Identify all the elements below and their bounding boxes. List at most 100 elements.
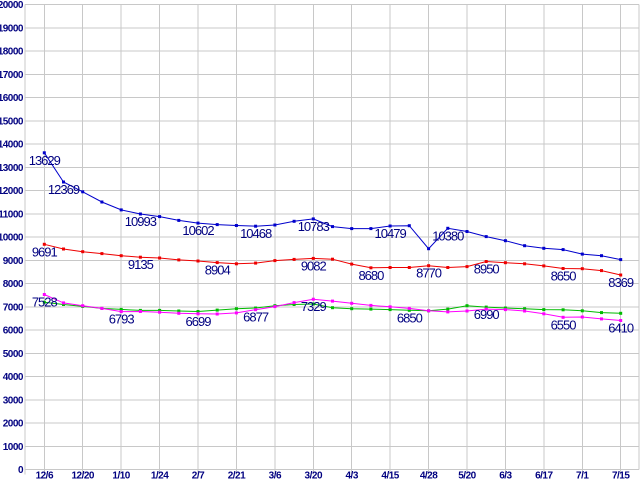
series-magenta-marker <box>427 309 431 313</box>
y-axis-label: 10000 <box>0 233 24 244</box>
series-magenta-marker <box>311 297 315 301</box>
x-axis-label: 4/28 <box>420 471 438 480</box>
series-blue-marker <box>62 180 65 184</box>
series-blue-marker <box>446 226 450 230</box>
series-red-marker <box>81 250 85 254</box>
y-axis-label: 18000 <box>0 47 24 58</box>
series-magenta-marker <box>292 301 296 305</box>
series-red-marker <box>446 266 450 269</box>
series-green-marker <box>254 306 258 310</box>
series-magenta-marker <box>484 307 488 311</box>
series-green-marker <box>196 310 200 313</box>
series-magenta-marker <box>42 293 46 296</box>
y-axis-label: 15000 <box>0 116 24 127</box>
series-magenta-marker <box>273 305 277 309</box>
series-green-marker <box>542 308 546 312</box>
y-axis-label: 2000 <box>3 419 24 430</box>
series-magenta-marker <box>407 306 411 310</box>
point-value-label: 6699 <box>186 314 212 329</box>
series-green-marker <box>119 307 123 311</box>
series-magenta-marker <box>62 301 65 305</box>
x-axis-label: 4/3 <box>346 471 359 480</box>
series-magenta-marker <box>81 304 85 308</box>
series-blue-marker <box>311 217 315 221</box>
series-red-marker <box>138 255 142 259</box>
series-blue-marker <box>215 223 219 227</box>
series-blue-marker <box>119 208 123 212</box>
y-axis-labels: 0 1000 2000 3000 4000 5000 6000 7000 8000 9000 100… <box>0 0 24 476</box>
series-magenta-marker <box>234 311 238 315</box>
series-blue-marker <box>465 230 469 233</box>
series-red-marker <box>619 273 623 277</box>
series-red-marker <box>100 252 104 256</box>
series-green-marker <box>369 307 373 311</box>
series-green-marker <box>62 303 65 306</box>
series-blue-marker <box>369 227 373 231</box>
series-magenta-marker <box>465 309 469 313</box>
y-axis-label: 14000 <box>0 140 24 151</box>
series-green-marker <box>503 306 507 310</box>
series-green-marker <box>580 309 584 313</box>
series-green-marker <box>311 302 315 306</box>
series-magenta-marker <box>446 310 450 314</box>
x-axis-labels: 12/6 12/20 1/10 1/24 2/7 2/21 3/6 3/20 4/3 4/15 4/… <box>36 471 631 480</box>
series-red-marker <box>369 266 373 270</box>
point-value-label: 6990 <box>474 307 500 322</box>
y-axis-label: 3000 <box>3 395 24 406</box>
point-value-label: 9082 <box>301 258 327 273</box>
y-axis-label: 16000 <box>0 93 24 104</box>
series-red-marker <box>273 259 277 263</box>
series-red-marker <box>503 261 507 265</box>
y-axis-label: 0 <box>18 465 24 476</box>
series-blue-marker <box>81 190 85 194</box>
point-value-label: 12369 <box>48 182 80 197</box>
point-value-label: 9691 <box>32 244 58 259</box>
series-magenta-marker <box>158 310 162 314</box>
point-value-label: 10602 <box>182 223 214 238</box>
point-value-label: 6410 <box>608 321 634 336</box>
series-blue-marker <box>254 224 258 228</box>
point-value-label: 9135 <box>128 257 154 272</box>
series-red-marker <box>158 256 162 260</box>
x-axis-label: 7/15 <box>612 471 630 480</box>
point-value-label: 8650 <box>551 268 577 283</box>
series-magenta-marker <box>503 308 507 312</box>
point-value-label: 10479 <box>375 226 407 241</box>
point-value-label: 6877 <box>243 310 269 325</box>
point-value-label: 10993 <box>125 214 157 229</box>
series-magenta-marker <box>254 308 258 312</box>
series-magenta <box>42 293 623 322</box>
series-green-marker <box>292 303 296 306</box>
series-red-marker <box>196 259 200 263</box>
point-value-label: 8950 <box>474 262 500 277</box>
series-blue-marker <box>350 227 354 231</box>
series-green-marker <box>350 307 354 311</box>
series-green-marker <box>484 305 488 309</box>
series-red-marker <box>465 265 469 269</box>
series-blue <box>42 151 623 262</box>
point-value-label: 7528 <box>32 295 58 310</box>
y-axis-label: 6000 <box>3 326 24 337</box>
series-red-marker <box>484 260 488 263</box>
series-green-marker <box>619 311 623 315</box>
series-magenta-marker <box>331 299 334 303</box>
y-axis-label: 9000 <box>3 256 24 267</box>
series-blue-marker <box>484 235 488 239</box>
point-value-label: 8904 <box>205 263 231 278</box>
series-red-marker <box>254 261 258 265</box>
y-axis-label: 8000 <box>3 279 24 290</box>
series-green-marker <box>234 307 238 311</box>
x-axis-label: 12/20 <box>71 471 94 480</box>
series-red-marker <box>331 257 334 261</box>
series-blue-marker <box>523 244 527 248</box>
series-magenta-marker <box>138 310 142 313</box>
point-labels: 13629 12369 10993 10602 10468 10783 10479 10380… <box>29 153 635 336</box>
series-red-marker <box>407 266 411 269</box>
series-magenta-marker <box>388 305 392 309</box>
x-axis-label: 7/1 <box>576 471 589 480</box>
point-value-label: 10468 <box>240 226 272 241</box>
series-magenta-marker <box>177 311 181 315</box>
series-red-marker <box>427 264 431 268</box>
x-axis-label: 2/7 <box>192 471 205 480</box>
